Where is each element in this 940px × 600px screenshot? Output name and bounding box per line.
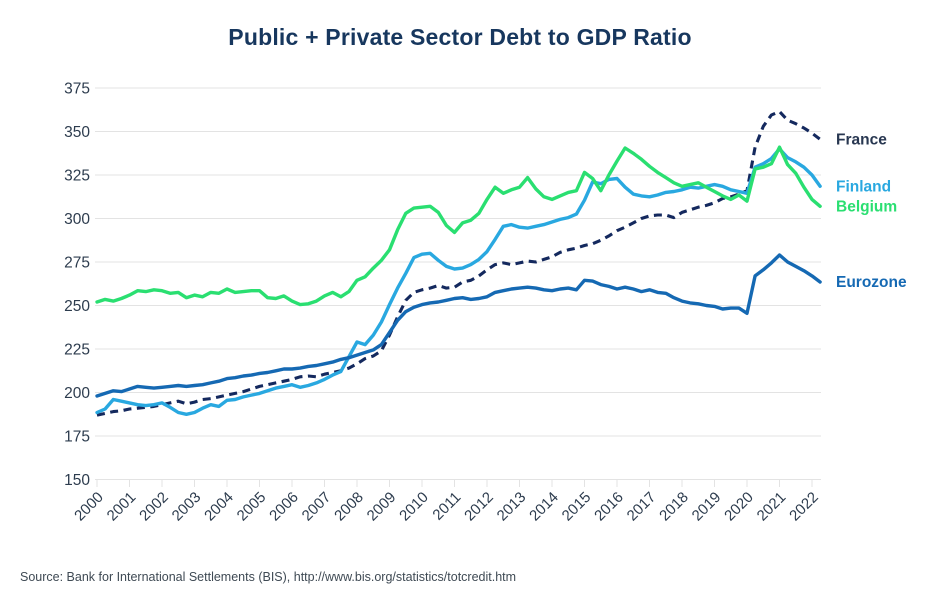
x-tick-label-2022: 2022: [786, 489, 822, 525]
series-line-eurozone: [95, 253, 822, 398]
y-tick-label-250: 250: [64, 298, 90, 315]
x-tick-label-2010: 2010: [396, 489, 432, 525]
x-tick-label-2006: 2006: [266, 489, 302, 525]
x-tick-label-2018: 2018: [656, 489, 692, 525]
x-tick-label-2012: 2012: [461, 489, 497, 525]
series-line-france: [96, 109, 822, 417]
x-tick-label-2003: 2003: [169, 489, 205, 525]
y-tick-label-350: 350: [64, 124, 90, 141]
y-tick-label-200: 200: [64, 385, 90, 402]
y-tick-label-375: 375: [64, 81, 90, 98]
series-line-finland: [95, 147, 822, 416]
chart-title: Public + Private Sector Debt to GDP Rati…: [228, 24, 692, 50]
legend-label-france: France: [836, 131, 887, 148]
x-tick-label-2017: 2017: [624, 489, 660, 525]
series-line-belgium: [95, 145, 822, 307]
legend-label-eurozone: Eurozone: [836, 274, 907, 291]
source-citation: Source: Bank for International Settlemen…: [20, 570, 517, 584]
x-tick-label-2020: 2020: [721, 489, 757, 525]
x-tick-label-2015: 2015: [559, 489, 595, 525]
x-tick-label-2001: 2001: [104, 489, 140, 525]
x-tick-label-2021: 2021: [754, 489, 790, 525]
legend-label-finland: Finland: [836, 178, 891, 195]
y-tick-label-225: 225: [64, 342, 90, 359]
x-tick-label-2007: 2007: [299, 489, 335, 525]
x-tick-label-2011: 2011: [429, 489, 464, 524]
legend-label-belgium: Belgium: [836, 198, 897, 215]
x-tick-label-2002: 2002: [136, 489, 172, 525]
y-tick-label-325: 325: [64, 168, 90, 185]
x-tick-label-2009: 2009: [364, 489, 400, 525]
x-tick-label-2016: 2016: [591, 489, 627, 525]
x-tick-label-2000: 2000: [71, 489, 107, 525]
y-tick-label-275: 275: [64, 255, 90, 272]
y-tick-label-175: 175: [64, 429, 90, 446]
x-tick-label-2019: 2019: [689, 489, 725, 525]
x-tick-label-2008: 2008: [331, 489, 367, 525]
x-tick-label-2005: 2005: [234, 489, 270, 525]
y-tick-label-150: 150: [64, 472, 90, 489]
x-tick-label-2013: 2013: [494, 489, 530, 525]
y-tick-label-300: 300: [64, 211, 90, 228]
x-tick-label-2014: 2014: [526, 489, 562, 525]
x-tick-label-2004: 2004: [201, 489, 237, 525]
